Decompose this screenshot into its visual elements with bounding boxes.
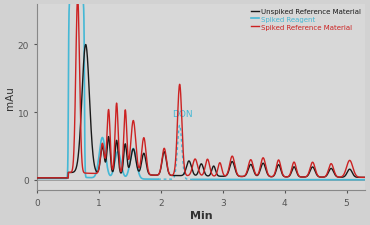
Y-axis label: mAu: mAu bbox=[5, 86, 15, 109]
Legend: Unspiked Reference Material, Spiked Reagent, Spiked Reference Material: Unspiked Reference Material, Spiked Reag… bbox=[250, 8, 361, 31]
Text: DON: DON bbox=[172, 109, 192, 118]
X-axis label: Min: Min bbox=[190, 210, 213, 220]
